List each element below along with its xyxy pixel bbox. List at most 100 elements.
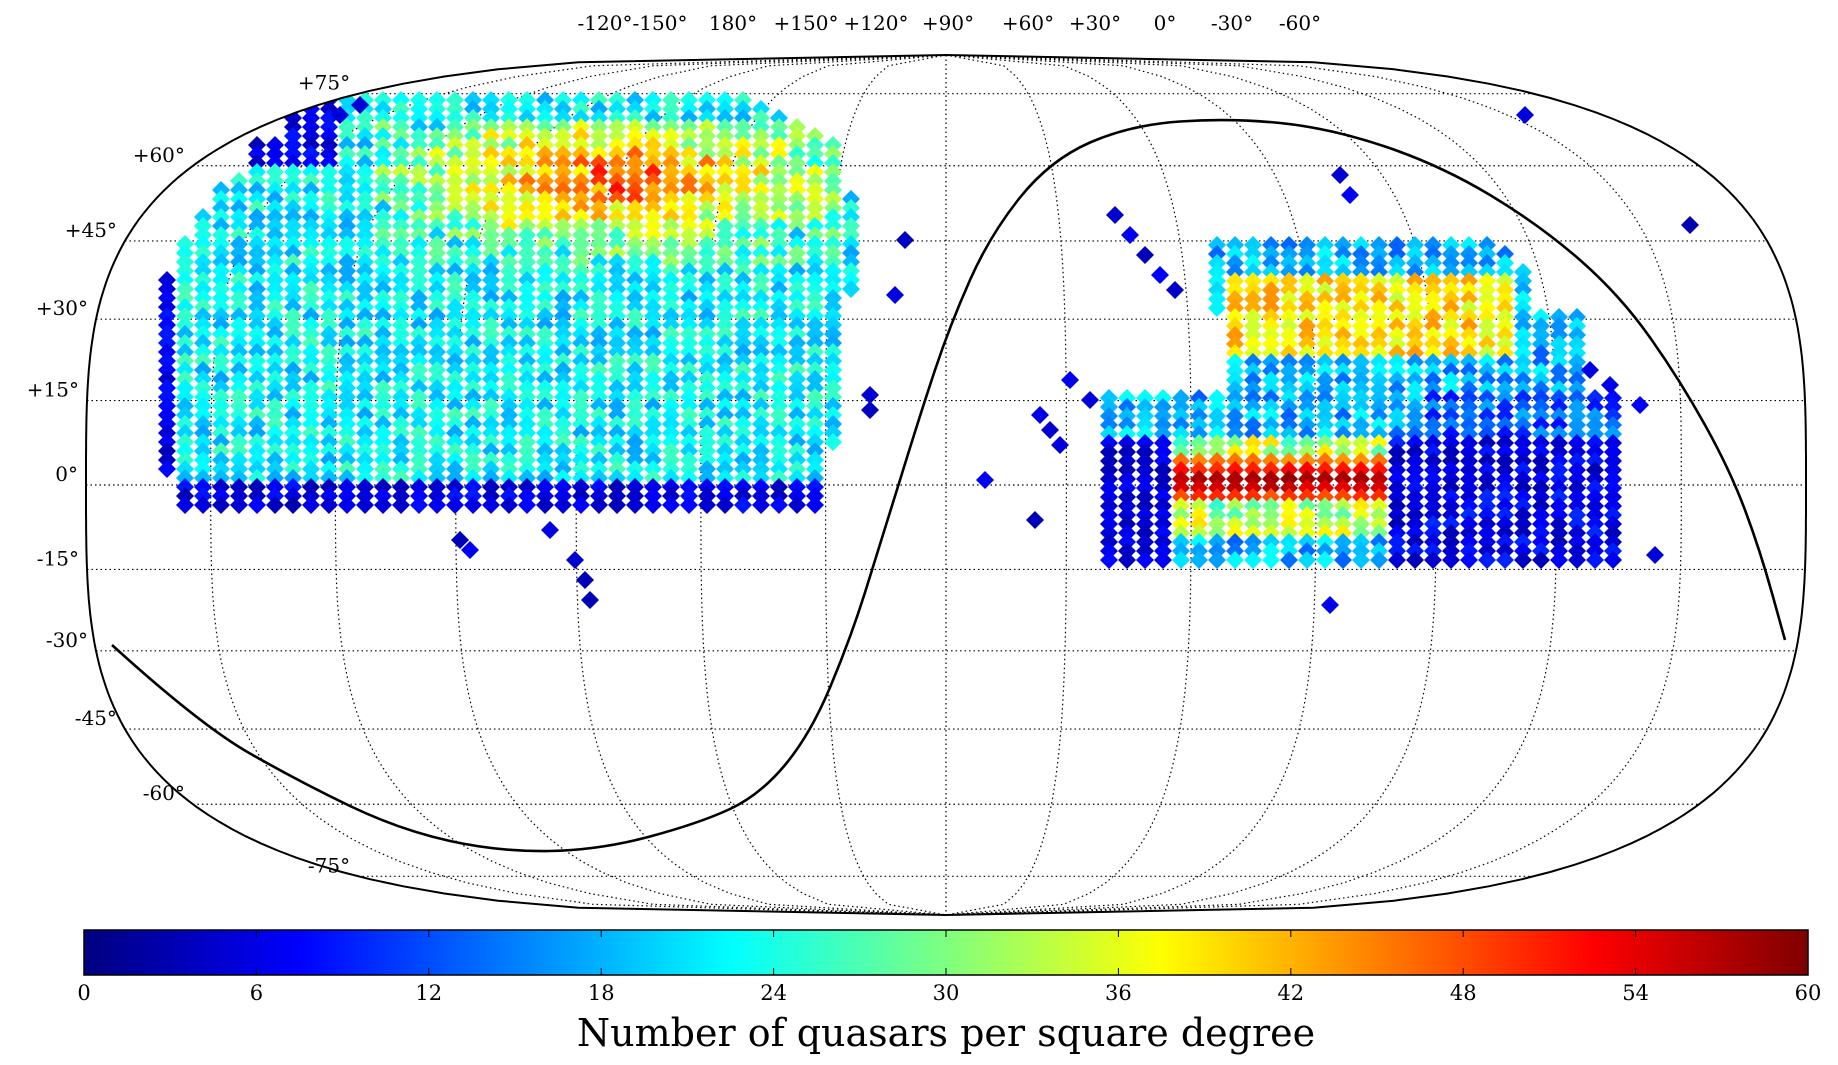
colorbar-tick-label: 24 bbox=[760, 981, 787, 1005]
density-cell bbox=[1334, 551, 1352, 569]
ra-tick-label: +90° bbox=[922, 11, 974, 35]
density-cell bbox=[1118, 551, 1136, 569]
density-cell bbox=[212, 496, 230, 514]
density-cell bbox=[1532, 551, 1550, 569]
ra-tick-label: 0° bbox=[1154, 11, 1177, 35]
density-cell bbox=[1352, 551, 1370, 569]
colorbar-tick-label: 42 bbox=[1277, 981, 1304, 1005]
density-cell bbox=[1496, 551, 1514, 569]
density-cell bbox=[1226, 551, 1244, 569]
ra-grid-line bbox=[700, 54, 947, 916]
density-cell bbox=[1646, 546, 1664, 564]
density-cell bbox=[158, 460, 176, 478]
density-cell bbox=[1460, 551, 1478, 569]
colorbar-tick-label: 30 bbox=[933, 981, 960, 1005]
dec-tick-label: +15° bbox=[27, 378, 79, 402]
ra-tick-label: +60° bbox=[1002, 11, 1054, 35]
density-cell bbox=[1631, 396, 1649, 414]
density-cell bbox=[886, 286, 904, 304]
ra-tick-label: +30° bbox=[1069, 11, 1121, 35]
ra-tick-label: -30° bbox=[1211, 11, 1253, 35]
density-cell bbox=[1121, 226, 1139, 244]
ra-grid-line bbox=[945, 54, 1317, 916]
density-cell bbox=[1136, 246, 1154, 264]
ra-grid-line bbox=[945, 54, 1067, 916]
dec-tick-label: -15° bbox=[37, 546, 79, 570]
density-cell bbox=[1298, 551, 1316, 569]
density-cell bbox=[1424, 551, 1442, 569]
colorbar-tick-label: 6 bbox=[250, 981, 263, 1005]
ra-tick-label: -60° bbox=[1279, 11, 1321, 35]
density-cell bbox=[1280, 551, 1298, 569]
density-cell bbox=[861, 401, 879, 419]
density-cell bbox=[1604, 551, 1622, 569]
density-cell bbox=[1106, 206, 1124, 224]
dec-tick-label: -75° bbox=[308, 853, 350, 877]
colorbar: 0 6 12 18 24 30 36 42 48 54 60 Number of quasars p… bbox=[77, 929, 1822, 1055]
colorbar-tick-label: 48 bbox=[1450, 981, 1477, 1005]
density-cell bbox=[976, 471, 994, 489]
density-cell bbox=[1442, 551, 1460, 569]
density-cell bbox=[1388, 551, 1406, 569]
density-cell bbox=[1031, 406, 1049, 424]
density-cell bbox=[1208, 299, 1226, 317]
density-cell bbox=[1026, 511, 1044, 529]
colorbar-tick-label: 18 bbox=[588, 981, 615, 1005]
density-cell bbox=[176, 496, 194, 514]
density-cell bbox=[1331, 166, 1349, 184]
density-cells bbox=[158, 91, 1699, 614]
density-cell bbox=[1081, 391, 1099, 409]
dec-tick-label: -30° bbox=[46, 628, 88, 652]
density-cell bbox=[1136, 551, 1154, 569]
density-cell bbox=[566, 551, 584, 569]
density-cell bbox=[1370, 551, 1388, 569]
density-cell bbox=[1041, 421, 1059, 439]
density-cell bbox=[1601, 376, 1619, 394]
density-cell bbox=[1516, 106, 1534, 124]
ra-tick-label: +120° bbox=[844, 11, 909, 35]
density-cell bbox=[1172, 551, 1190, 569]
density-cell bbox=[1262, 551, 1280, 569]
colorbar-tick-label: 36 bbox=[1105, 981, 1132, 1005]
dec-tick-label: 0° bbox=[55, 462, 78, 486]
density-cell bbox=[1244, 551, 1262, 569]
density-cell bbox=[1586, 551, 1604, 569]
density-cell bbox=[1061, 371, 1079, 389]
colorbar-tick-label: 60 bbox=[1795, 981, 1822, 1005]
dec-tick-label: +45° bbox=[65, 218, 117, 242]
dec-tick-label: +60° bbox=[133, 143, 185, 167]
density-cell bbox=[230, 496, 248, 514]
density-cell bbox=[541, 521, 559, 539]
density-cell bbox=[1568, 551, 1586, 569]
density-cell bbox=[896, 231, 914, 249]
ra-grid-line bbox=[825, 54, 947, 916]
density-cell bbox=[576, 571, 594, 589]
density-cell bbox=[1166, 281, 1184, 299]
density-cell bbox=[1151, 266, 1169, 284]
density-cell bbox=[1478, 551, 1496, 569]
density-cell bbox=[1550, 551, 1568, 569]
density-cell bbox=[1316, 551, 1334, 569]
dec-tick-label: +75° bbox=[298, 71, 350, 95]
dec-tick-label: +30° bbox=[36, 296, 88, 320]
dec-tick-label: -60° bbox=[143, 781, 185, 805]
density-cell bbox=[1208, 551, 1226, 569]
ra-grid-line bbox=[945, 54, 1192, 916]
density-cell bbox=[1514, 551, 1532, 569]
density-cell bbox=[1190, 551, 1208, 569]
ra-tick-label: -150° bbox=[633, 11, 688, 35]
colorbar-tick-label: 0 bbox=[77, 981, 90, 1005]
ra-tick-label: 180° bbox=[709, 11, 757, 35]
density-cell bbox=[1100, 551, 1118, 569]
ra-tick-label: +150° bbox=[774, 11, 839, 35]
colorbar-tick-label: 54 bbox=[1622, 981, 1649, 1005]
density-cell bbox=[1154, 551, 1172, 569]
colorbar-tick-label: 12 bbox=[415, 981, 442, 1005]
density-cell bbox=[1321, 596, 1339, 614]
dec-tick-label: -45° bbox=[75, 706, 117, 730]
ra-tick-label: -120° bbox=[578, 11, 633, 35]
colorbar-label: Number of quasars per square degree bbox=[577, 1011, 1315, 1055]
density-cell bbox=[1681, 216, 1699, 234]
ra-tick-labels: -120° -150° 180° +150° +120° +90° +60° +30° 0° -3… bbox=[578, 11, 1322, 35]
